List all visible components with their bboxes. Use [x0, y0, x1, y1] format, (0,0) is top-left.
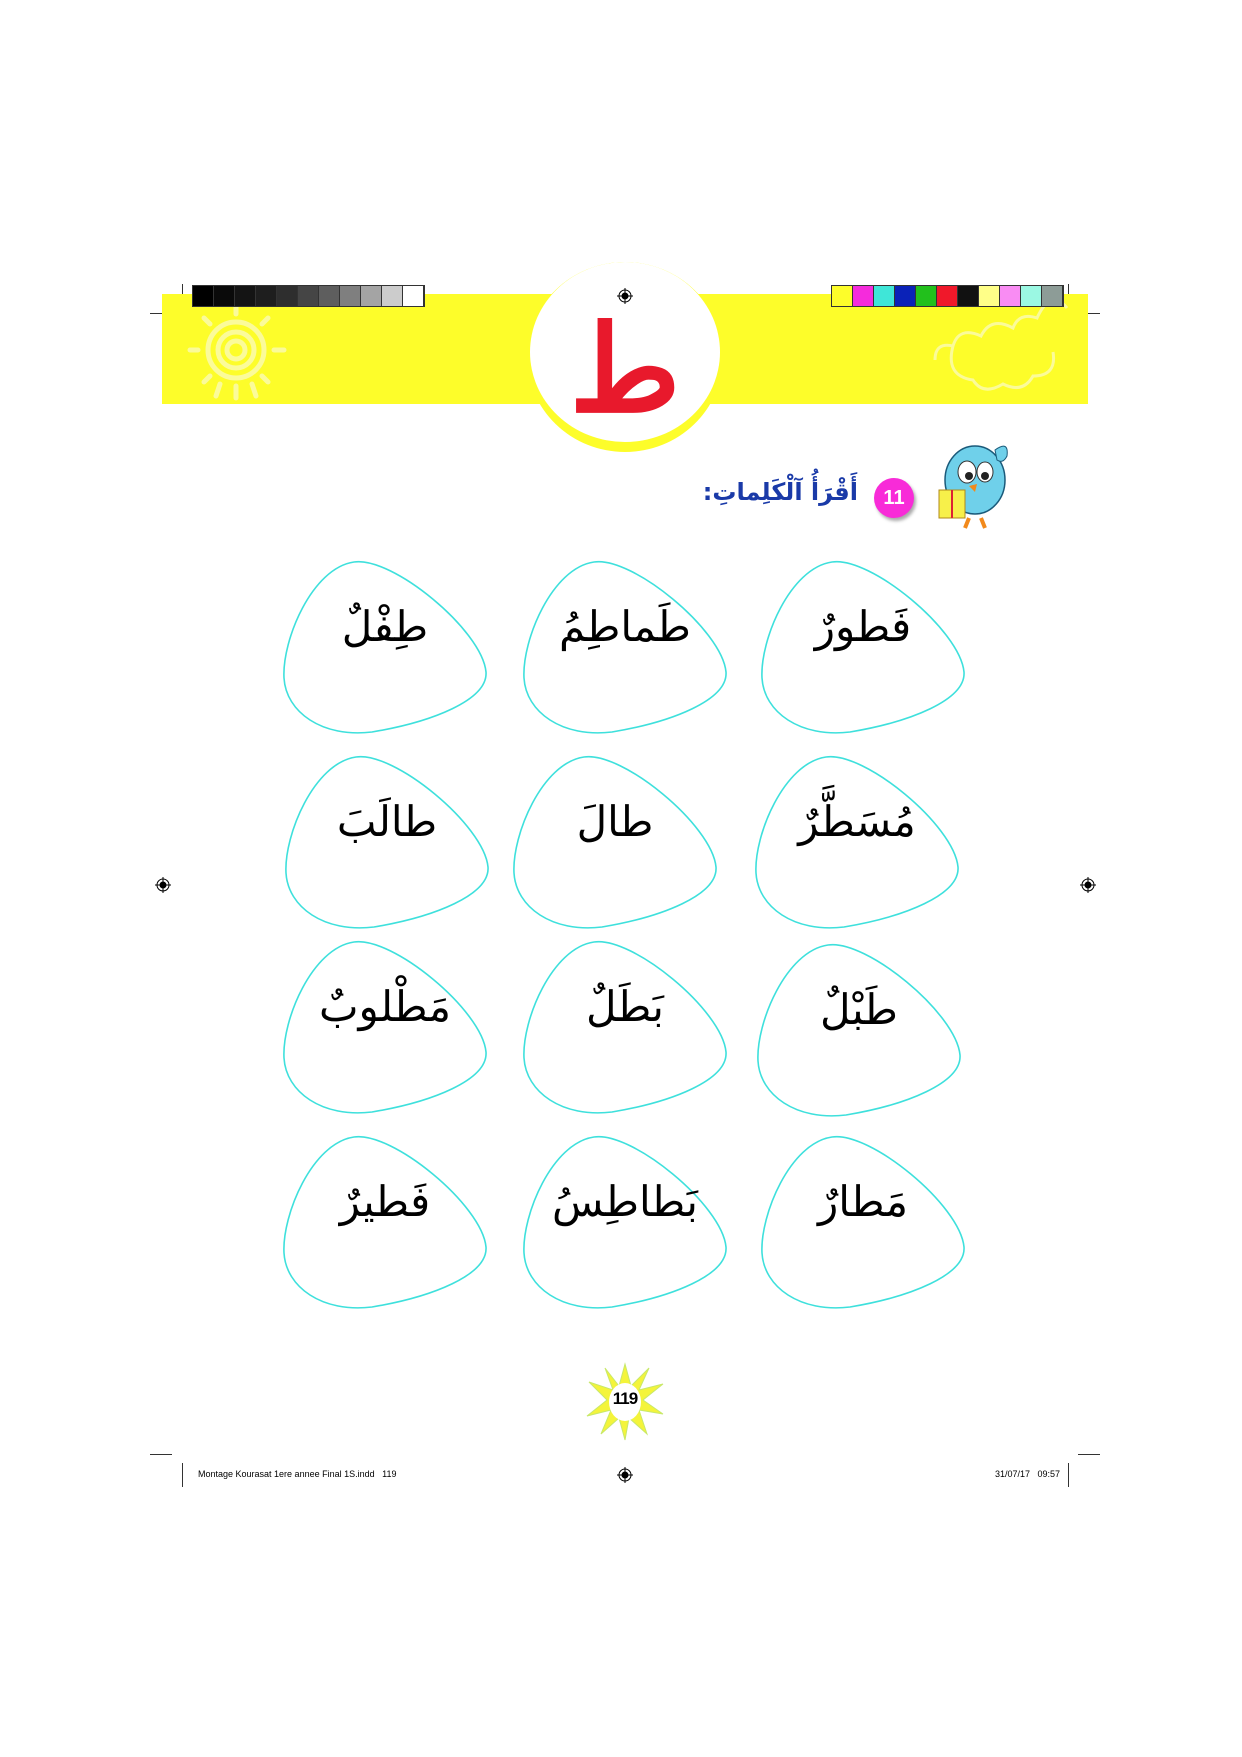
oval-outline [523, 1136, 727, 1309]
oval-outline [755, 756, 959, 929]
color-swatch [979, 286, 1000, 306]
oval-outline [761, 561, 965, 734]
word-card: مَطارٌ [760, 1135, 966, 1309]
registration-mark-icon [617, 1467, 633, 1483]
word-card: بَطاطِسُ [522, 1135, 728, 1309]
oval-outline [523, 561, 727, 734]
arabic-word: طالَبَ [336, 797, 438, 846]
oval-outline [283, 1136, 487, 1309]
word-card: طالَ [512, 755, 718, 929]
crop-mark [182, 1463, 183, 1487]
registration-mark-icon [617, 288, 633, 304]
color-swatch [193, 286, 214, 306]
crop-mark [1078, 1454, 1100, 1455]
arabic-word: مَطْلوبٌ [318, 982, 452, 1031]
crop-mark [150, 1454, 172, 1455]
arabic-word: مُسَطَّرٌ [798, 797, 916, 846]
color-swatch [340, 286, 361, 306]
color-swatch [277, 286, 298, 306]
arabic-word: فَطيرٌ [339, 1177, 431, 1226]
featured-letter: ط [569, 299, 681, 440]
crop-mark [1078, 313, 1100, 314]
color-swatch [853, 286, 874, 306]
oval-outline [757, 944, 961, 1117]
exercise-instruction: أَقْرَأُ آلْكَلِماتِ: [702, 478, 858, 506]
word-card: فَطورٌ [760, 560, 966, 734]
color-swatch [958, 286, 979, 306]
oval-outline [285, 756, 489, 929]
arabic-word: طَبْلٌ [820, 985, 898, 1034]
word-card: طَبْلٌ [756, 943, 962, 1117]
word-card: طِفْلٌ [282, 560, 488, 734]
color-swatch [1042, 286, 1063, 306]
sun-icon [187, 302, 287, 401]
oval-outline [283, 561, 487, 734]
crop-mark [1068, 1463, 1069, 1487]
oval-outline [761, 1136, 965, 1309]
oval-outline [523, 941, 727, 1114]
color-swatch [361, 286, 382, 306]
word-card: مَطْلوبٌ [282, 940, 488, 1114]
grayscale-calibration-bar [192, 285, 425, 307]
arabic-word: طَماطِمُ [559, 602, 691, 651]
page-number-starburst [586, 1362, 664, 1441]
color-swatch [214, 286, 235, 306]
arabic-word: مَطارٌ [817, 1177, 909, 1226]
footer-file-info: Montage Kourasat 1ere annee Final 1S.ind… [198, 1469, 397, 1479]
color-swatch [235, 286, 256, 306]
word-card: مُسَطَّرٌ [754, 755, 960, 929]
color-swatch [895, 286, 916, 306]
registration-mark-icon [155, 877, 171, 893]
arabic-word: فَطورٌ [814, 602, 912, 651]
color-swatch [1000, 286, 1021, 306]
oval-outline [513, 756, 717, 929]
color-swatch [319, 286, 340, 306]
color-swatch [916, 286, 937, 306]
color-swatch [298, 286, 319, 306]
footer-datetime: 31/07/17 09:57 [994, 1469, 1060, 1479]
color-swatch [832, 286, 853, 306]
word-card: بَطَلٌ [522, 940, 728, 1114]
color-swatch [1021, 286, 1042, 306]
cloud-icon [933, 300, 1069, 391]
registration-mark-icon [1080, 877, 1096, 893]
arabic-word: بَطَلٌ [586, 982, 664, 1031]
page-number: 119 [612, 1389, 638, 1408]
color-swatch [874, 286, 895, 306]
word-card: فَطيرٌ [282, 1135, 488, 1309]
bird-reading-icon [938, 445, 1008, 529]
exercise-number-badge: 11 [874, 478, 914, 518]
color-swatch [403, 286, 424, 306]
color-swatch [256, 286, 277, 306]
oval-outline [283, 941, 487, 1114]
color-swatch [937, 286, 958, 306]
arabic-word: طِفْلٌ [341, 602, 429, 651]
word-card: طالَبَ [284, 755, 490, 929]
crop-mark [150, 313, 172, 314]
word-card: طَماطِمُ [522, 560, 728, 734]
arabic-word: بَطاطِسُ [552, 1177, 698, 1226]
color-swatch [382, 286, 403, 306]
arabic-word: طالَ [576, 797, 654, 846]
color-calibration-bar [831, 285, 1064, 307]
